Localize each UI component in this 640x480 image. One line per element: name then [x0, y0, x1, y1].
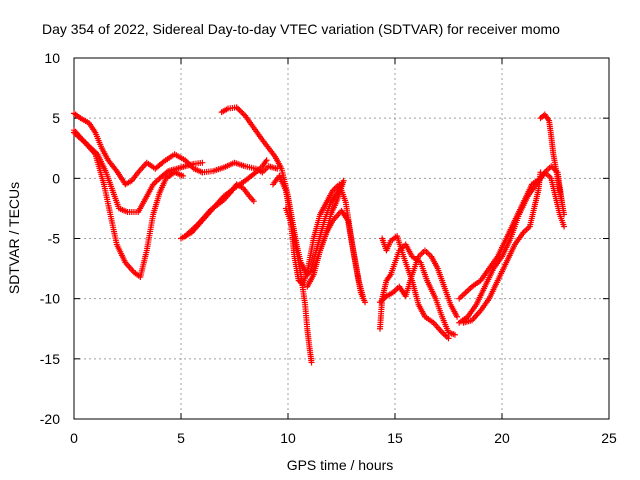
y-tick-label: -10 [40, 291, 60, 307]
series-track-l [377, 247, 461, 320]
series-track-o [456, 163, 565, 326]
series-track-p [460, 169, 544, 326]
y-tick-label: 0 [52, 170, 60, 186]
series-track-a [71, 110, 206, 188]
y-tick-label: -20 [40, 411, 60, 427]
data-point [537, 169, 544, 176]
series-track-j [304, 177, 347, 290]
data-point [561, 223, 568, 230]
data-point [362, 299, 369, 306]
data-point [199, 159, 206, 166]
data-point [561, 211, 568, 218]
x-tick-label: 20 [494, 430, 510, 446]
series-track-i [282, 205, 315, 366]
x-tick-label: 5 [177, 430, 185, 446]
data-point [308, 359, 315, 366]
data-marks [71, 104, 568, 366]
data-point [454, 313, 461, 320]
y-tick-label: 10 [44, 50, 60, 66]
data-point [239, 109, 246, 116]
series-track-q [537, 111, 568, 218]
series-track-m [379, 233, 452, 342]
data-point [359, 293, 366, 300]
x-tick-label: 25 [601, 430, 617, 446]
y-axis-label: SDTVAR / TECUs [6, 182, 22, 294]
series-track-f [199, 159, 281, 176]
y-tick-label: -15 [40, 351, 60, 367]
y-tick-label: -5 [48, 231, 61, 247]
data-point [304, 283, 311, 290]
data-point [237, 108, 244, 115]
grid-lines [74, 58, 609, 419]
chart-title: Day 354 of 2022, Sidereal Day-to-day VTE… [42, 21, 560, 37]
x-tick-label: 0 [70, 430, 78, 446]
x-tick-label: 10 [280, 430, 296, 446]
data-point [263, 157, 270, 164]
data-point [451, 331, 458, 338]
y-tick-label: 5 [52, 110, 60, 126]
data-point [180, 172, 187, 179]
series-track-c [71, 129, 187, 281]
data-point [250, 198, 257, 205]
series-track-e [182, 181, 257, 240]
y-axis: -20 -15 -10 -5 0 5 10 [40, 50, 609, 427]
x-axis: 0 5 10 15 20 25 [70, 58, 617, 446]
data-point [445, 335, 452, 342]
data-point [235, 105, 242, 112]
x-tick-label: 15 [387, 430, 403, 446]
x-axis-label: GPS time / hours [287, 457, 394, 473]
